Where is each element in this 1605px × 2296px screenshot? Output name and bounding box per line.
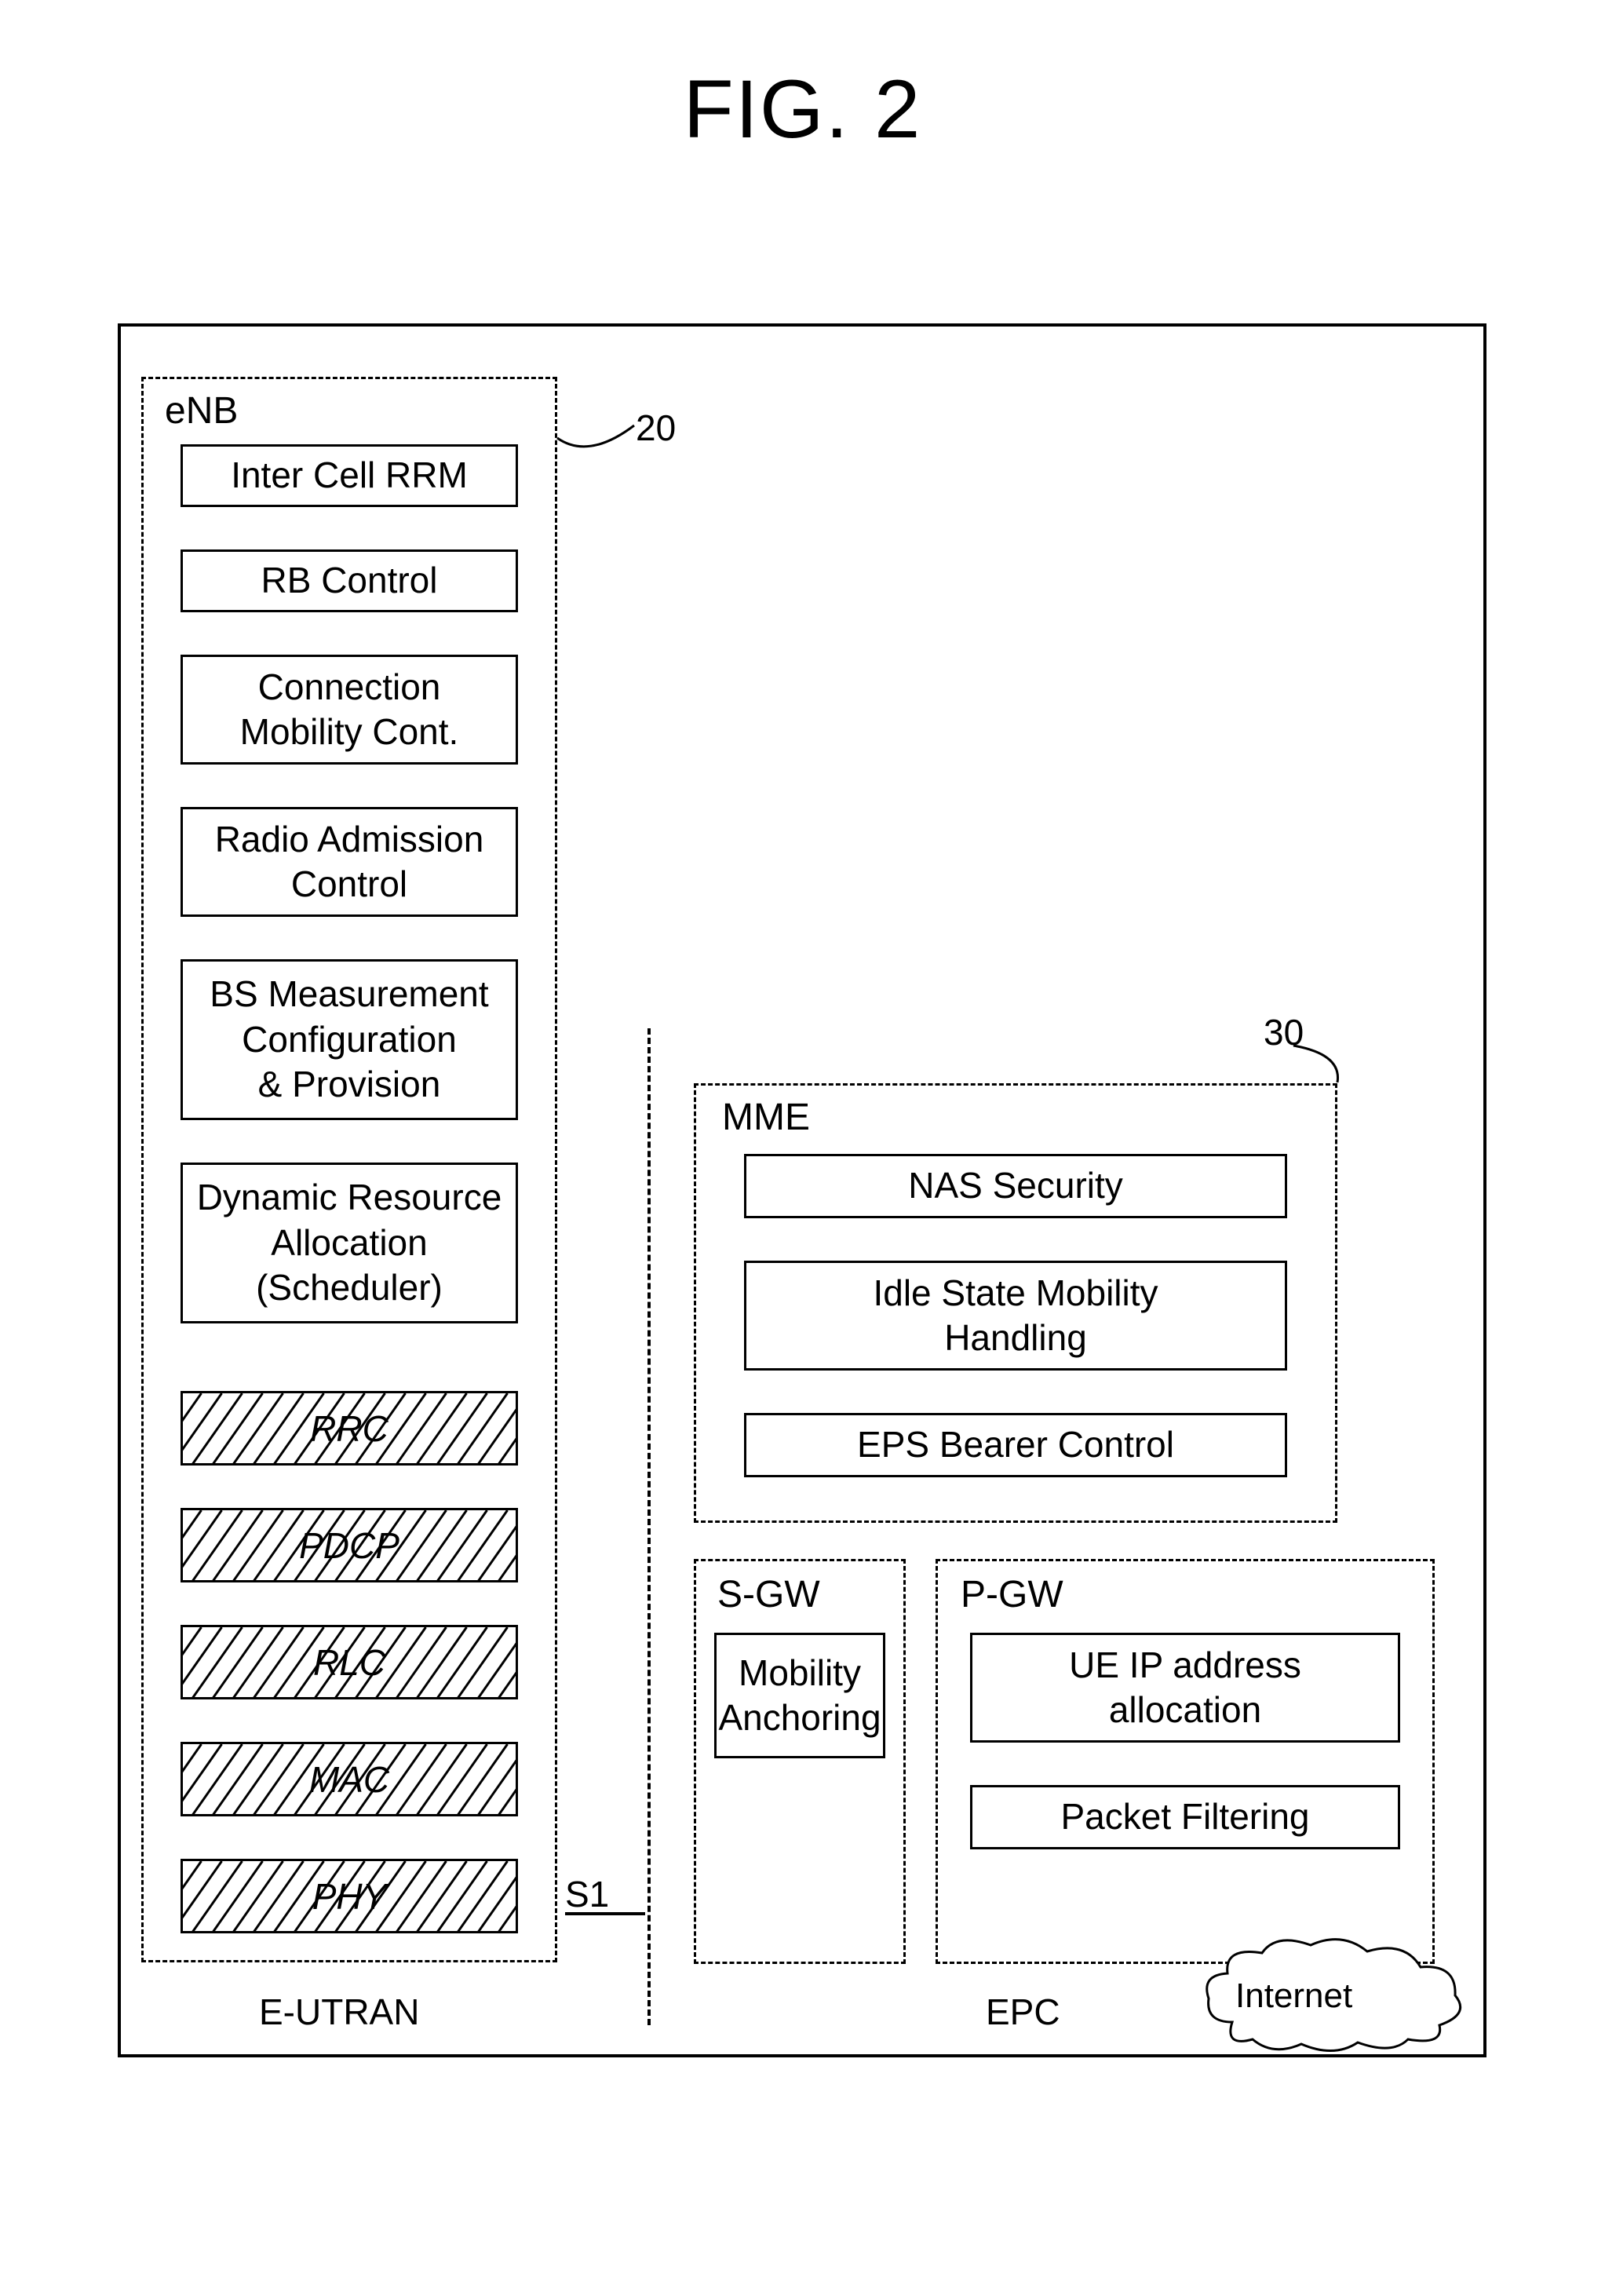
mme-box-1-label: Idle State Mobility Handling <box>873 1271 1158 1361</box>
enb-box-2: Connection Mobility Cont. <box>181 655 518 765</box>
pgw-label: P-GW <box>961 1575 1063 1616</box>
enb-layer-mac: MAC <box>181 1742 518 1816</box>
enb-layer-rlc: RLC <box>181 1625 518 1699</box>
enb-box-3-label: Radio Admission Control <box>215 817 484 907</box>
mme-label: MME <box>722 1097 810 1139</box>
enb-layer-rrc: RRC <box>181 1391 518 1466</box>
enb-layer-rlc-label: RLC <box>313 1641 385 1684</box>
enb-box-4: BS Measurement Configuration & Provision <box>181 959 518 1120</box>
enb-box-0: Inter Cell RRM <box>181 444 518 507</box>
sgw-container <box>694 1559 906 1964</box>
sgw-box-0-label: Mobility Anchoring <box>718 1651 881 1741</box>
pgw-container <box>936 1559 1435 1964</box>
enb-box-5: Dynamic Resource Allocation (Scheduler) <box>181 1163 518 1323</box>
enb-layer-phy: PHY <box>181 1859 518 1933</box>
enb-layer-mac-label: MAC <box>309 1758 389 1801</box>
mme-box-2-label: EPS Bearer Control <box>857 1422 1174 1468</box>
enb-box-5-label: Dynamic Resource Allocation (Scheduler) <box>197 1175 502 1311</box>
mme-box-0: NAS Security <box>744 1154 1287 1218</box>
ref-30: 30 <box>1264 1011 1304 1053</box>
enb-box-4-label: BS Measurement Configuration & Provision <box>210 972 488 1108</box>
enb-box-1-label: RB Control <box>261 558 438 604</box>
mme-box-2: EPS Bearer Control <box>744 1413 1287 1477</box>
enb-box-2-label: Connection Mobility Cont. <box>240 665 459 755</box>
pgw-box-0-label: UE IP address allocation <box>1069 1643 1301 1733</box>
pgw-box-1: Packet Filtering <box>970 1785 1400 1849</box>
pgw-box-0: UE IP address allocation <box>970 1633 1400 1743</box>
page-root: FIG. 2 eNB 20 S1 E-UTRAN 30 MME S-GW P-G… <box>0 0 1605 2296</box>
enb-box-3: Radio Admission Control <box>181 807 518 917</box>
enb-layer-rrc-label: RRC <box>310 1407 388 1450</box>
mme-box-0-label: NAS Security <box>908 1163 1123 1209</box>
internet-label: Internet <box>1235 1977 1352 2016</box>
sgw-label: S-GW <box>717 1575 820 1616</box>
epc-region-label: EPC <box>986 1991 1060 2033</box>
mme-box-1: Idle State Mobility Handling <box>744 1261 1287 1371</box>
pgw-box-1-label: Packet Filtering <box>1060 1794 1309 1840</box>
enb-box-0-label: Inter Cell RRM <box>231 453 468 498</box>
enb-layer-phy-label: PHY <box>312 1875 387 1918</box>
enb-layer-pdcp: PDCP <box>181 1508 518 1582</box>
enb-layer-pdcp-label: PDCP <box>299 1524 399 1567</box>
sgw-box-0: Mobility Anchoring <box>714 1633 885 1758</box>
enb-box-1: RB Control <box>181 549 518 612</box>
